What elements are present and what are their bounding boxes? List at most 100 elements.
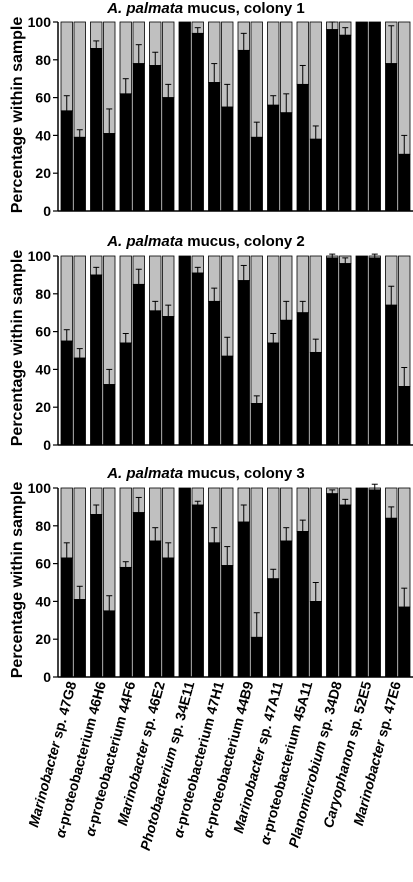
bar-lower-panel3-cat11-s2 bbox=[368, 489, 381, 678]
bar-lower-panel1-cat11-s1 bbox=[355, 21, 368, 212]
bar-lower-panel3-cat6-s1 bbox=[208, 542, 221, 678]
bar-lower-panel1-cat8-s1 bbox=[267, 104, 280, 212]
bar-upper-panel2-cat12-s2 bbox=[398, 255, 411, 387]
y-tick-label: 100 bbox=[28, 14, 52, 30]
bar-lower-panel1-cat5-s2 bbox=[191, 32, 204, 212]
bar-lower-panel2-cat4-s2 bbox=[162, 316, 175, 446]
bar-lower-panel2-cat8-s2 bbox=[280, 319, 293, 446]
y-tick-label: 20 bbox=[35, 631, 51, 647]
bar-lower-panel3-cat5-s1 bbox=[178, 487, 191, 678]
bar-lower-panel1-cat8-s2 bbox=[280, 112, 293, 212]
y-tick-label: 40 bbox=[35, 593, 51, 609]
bar-lower-panel1-cat12-s1 bbox=[385, 63, 398, 212]
bar-lower-panel2-cat1-s1 bbox=[60, 340, 73, 446]
bar-lower-panel2-cat9-s2 bbox=[309, 351, 322, 446]
bar-lower-panel3-cat9-s2 bbox=[309, 601, 322, 678]
y-tick-label: 60 bbox=[35, 90, 51, 106]
bar-lower-panel1-cat2-s2 bbox=[103, 133, 116, 212]
bar-lower-panel3-cat10-s2 bbox=[339, 504, 352, 678]
y-tick-label: 100 bbox=[28, 248, 52, 264]
y-tick-label: 40 bbox=[35, 361, 51, 377]
bar-lower-panel2-cat3-s2 bbox=[132, 283, 145, 446]
bar-lower-panel2-cat5-s1 bbox=[178, 255, 191, 446]
bar-upper-panel3-cat3-s1 bbox=[119, 487, 132, 568]
bar-lower-panel2-cat10-s2 bbox=[339, 263, 352, 446]
bar-lower-panel3-cat2-s1 bbox=[90, 514, 103, 678]
bar-lower-panel2-cat8-s1 bbox=[267, 342, 280, 446]
bar-lower-panel2-cat7-s1 bbox=[237, 280, 250, 446]
bar-lower-panel1-cat11-s2 bbox=[368, 21, 381, 212]
bar-lower-panel3-cat4-s1 bbox=[149, 540, 162, 678]
bar-lower-panel3-cat9-s1 bbox=[296, 531, 309, 678]
bar-lower-panel2-cat5-s2 bbox=[191, 272, 204, 446]
bar-upper-panel1-cat12-s2 bbox=[398, 21, 411, 155]
bar-upper-panel2-cat7-s2 bbox=[250, 255, 263, 404]
y-tick-label: 0 bbox=[43, 203, 51, 219]
bar-upper-panel2-cat1-s2 bbox=[73, 255, 86, 359]
y-tick-label: 60 bbox=[35, 324, 51, 340]
bar-lower-panel1-cat2-s1 bbox=[90, 48, 103, 212]
bar-lower-panel2-cat2-s1 bbox=[90, 274, 103, 446]
y-tick-label: 80 bbox=[35, 52, 51, 68]
bar-lower-panel3-cat12-s2 bbox=[398, 606, 411, 678]
bar-lower-panel2-cat2-s2 bbox=[103, 384, 116, 446]
bar-lower-panel2-cat6-s2 bbox=[221, 355, 234, 446]
bar-lower-panel1-cat10-s1 bbox=[326, 29, 339, 212]
bar-lower-panel2-cat10-s1 bbox=[326, 257, 339, 446]
panel-3-title: A. palmata mucus, colony 3 bbox=[106, 465, 305, 482]
bar-lower-panel3-cat12-s1 bbox=[385, 517, 398, 678]
bar-lower-panel1-cat7-s2 bbox=[250, 136, 263, 212]
bar-lower-panel2-cat12-s2 bbox=[398, 386, 411, 446]
bar-lower-panel3-cat6-s2 bbox=[221, 565, 234, 678]
bar-upper-panel1-cat8-s1 bbox=[267, 21, 280, 106]
bar-upper-panel3-cat2-s2 bbox=[103, 487, 116, 612]
bar-lower-panel1-cat9-s2 bbox=[309, 138, 322, 212]
bar-lower-panel3-cat7-s1 bbox=[237, 521, 250, 678]
y-tick-label: 20 bbox=[35, 399, 51, 415]
bar-upper-panel2-cat3-s1 bbox=[119, 255, 132, 344]
bar-upper-panel2-cat2-s2 bbox=[103, 255, 116, 385]
bar-lower-panel2-cat11-s1 bbox=[355, 255, 368, 446]
bar-lower-panel2-cat1-s2 bbox=[73, 357, 86, 446]
y-axis-label-panel-2: Percentage within sample bbox=[9, 250, 26, 447]
bar-lower-panel1-cat3-s2 bbox=[132, 63, 145, 212]
bar-upper-panel2-cat8-s1 bbox=[267, 255, 280, 344]
bar-upper-panel3-cat8-s1 bbox=[267, 487, 280, 580]
bar-lower-panel1-cat3-s1 bbox=[119, 93, 132, 212]
bar-lower-panel3-cat5-s2 bbox=[191, 504, 204, 678]
bar-lower-panel3-cat8-s1 bbox=[267, 578, 280, 678]
y-tick-label: 40 bbox=[35, 127, 51, 143]
bar-lower-panel3-cat7-s2 bbox=[250, 636, 263, 678]
bar-lower-panel3-cat1-s2 bbox=[73, 599, 86, 678]
bar-lower-panel3-cat1-s1 bbox=[60, 557, 73, 678]
bar-upper-panel1-cat9-s2 bbox=[309, 21, 322, 140]
bar-upper-panel1-cat1-s2 bbox=[73, 21, 86, 138]
y-tick-label: 80 bbox=[35, 518, 51, 534]
bar-lower-panel2-cat9-s1 bbox=[296, 312, 309, 446]
y-tick-label: 80 bbox=[35, 286, 51, 302]
bar-lower-panel2-cat7-s2 bbox=[250, 403, 263, 446]
panel-1-title: A. palmata mucus, colony 1 bbox=[106, 0, 305, 17]
y-tick-label: 0 bbox=[43, 437, 51, 453]
bar-upper-panel3-cat1-s2 bbox=[73, 487, 86, 600]
bar-lower-panel3-cat8-s2 bbox=[280, 540, 293, 678]
bar-lower-panel1-cat5-s1 bbox=[178, 21, 191, 212]
y-axis-label-panel-1: Percentage within sample bbox=[9, 17, 26, 214]
bar-lower-panel1-cat6-s1 bbox=[208, 82, 221, 212]
panel-2-title: A. palmata mucus, colony 2 bbox=[106, 233, 305, 250]
bar-lower-panel3-cat3-s1 bbox=[119, 566, 132, 678]
bar-lower-panel1-cat1-s2 bbox=[73, 136, 86, 212]
y-tick-label: 60 bbox=[35, 556, 51, 572]
bar-lower-panel3-cat10-s1 bbox=[326, 493, 339, 678]
bar-lower-panel1-cat1-s1 bbox=[60, 110, 73, 212]
bar-upper-panel2-cat1-s1 bbox=[60, 255, 73, 342]
y-axis-label-panel-3: Percentage within sample bbox=[9, 482, 26, 679]
bar-upper-panel1-cat7-s2 bbox=[250, 21, 263, 138]
bar-lower-panel1-cat7-s1 bbox=[237, 49, 250, 212]
bar-lower-panel3-cat2-s2 bbox=[103, 610, 116, 678]
y-tick-label: 0 bbox=[43, 669, 51, 685]
bar-lower-panel1-cat6-s2 bbox=[221, 106, 234, 212]
bar-lower-panel3-cat3-s2 bbox=[132, 512, 145, 678]
bar-lower-panel1-cat4-s1 bbox=[149, 65, 162, 212]
plot-area: A. palmata mucus, colony 1 0 20 40 60 80 100 A.… bbox=[25, 0, 413, 852]
